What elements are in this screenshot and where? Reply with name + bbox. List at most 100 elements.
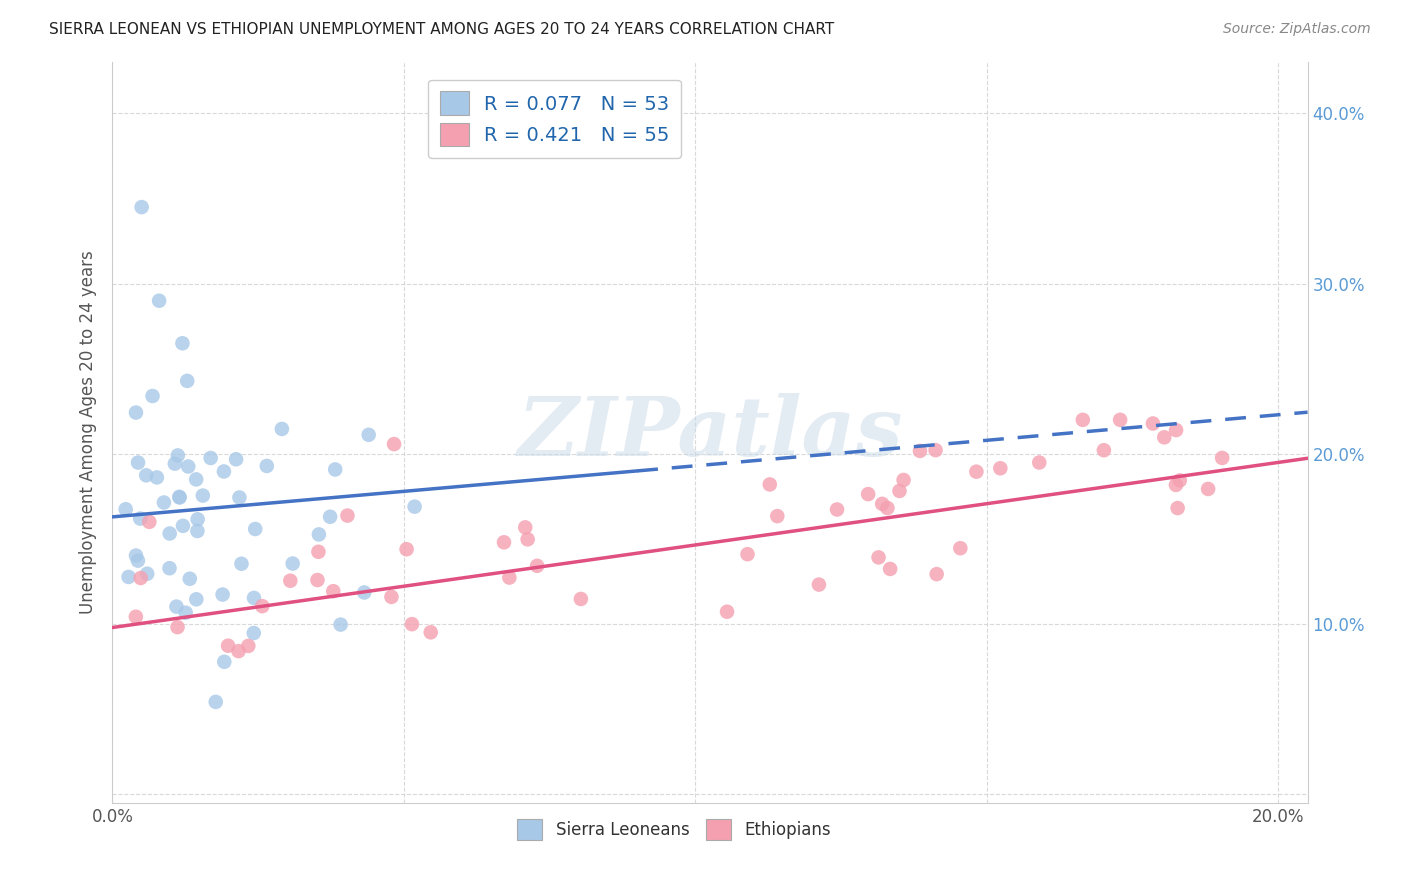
Point xyxy=(214,655,236,669)
Point xyxy=(166,449,188,463)
Point xyxy=(357,427,380,442)
Text: SIERRA LEONEAN VS ETHIOPIAN UNEMPLOYMENT AMONG AGES 20 TO 24 YEARS CORRELATION C: SIERRA LEONEAN VS ETHIOPIAN UNEMPLOYMENT… xyxy=(49,22,834,37)
Point xyxy=(281,557,304,571)
Point xyxy=(172,519,194,533)
Point xyxy=(569,591,592,606)
Point xyxy=(212,465,235,479)
Point xyxy=(1109,413,1132,427)
Point xyxy=(1168,474,1191,488)
Point xyxy=(146,470,169,484)
Point xyxy=(245,522,267,536)
Point xyxy=(1164,423,1187,437)
Point xyxy=(1142,417,1164,431)
Point xyxy=(1164,478,1187,492)
Point xyxy=(353,585,375,599)
Point xyxy=(307,573,329,587)
Point xyxy=(893,473,915,487)
Point xyxy=(278,574,301,588)
Point xyxy=(136,566,159,581)
Point xyxy=(135,468,157,483)
Point xyxy=(1153,430,1175,444)
Point xyxy=(204,695,226,709)
Point xyxy=(225,452,247,467)
Point xyxy=(159,561,181,575)
Point xyxy=(166,620,188,634)
Point xyxy=(177,459,200,474)
Point xyxy=(153,495,176,509)
Point xyxy=(329,617,352,632)
Point xyxy=(186,592,208,607)
Point xyxy=(856,487,879,501)
Point xyxy=(129,571,152,585)
Point xyxy=(322,584,344,599)
Point xyxy=(187,512,209,526)
Point xyxy=(498,570,520,584)
Point xyxy=(186,472,208,486)
Text: ZIPatlas: ZIPatlas xyxy=(517,392,903,473)
Point xyxy=(870,497,893,511)
Point xyxy=(238,639,260,653)
Point xyxy=(323,462,346,476)
Point xyxy=(217,639,239,653)
Point xyxy=(148,293,170,308)
Point xyxy=(114,502,136,516)
Point xyxy=(766,509,789,524)
Point xyxy=(159,526,181,541)
Point xyxy=(228,491,250,505)
Point xyxy=(166,599,188,614)
Point xyxy=(1071,413,1094,427)
Text: Source: ZipAtlas.com: Source: ZipAtlas.com xyxy=(1223,22,1371,37)
Point xyxy=(515,520,537,534)
Point xyxy=(395,542,418,557)
Point xyxy=(807,577,830,591)
Point xyxy=(1028,456,1050,470)
Point xyxy=(231,557,253,571)
Point xyxy=(737,547,759,561)
Point xyxy=(131,200,153,214)
Point xyxy=(1092,443,1115,458)
Point xyxy=(404,500,426,514)
Point xyxy=(925,567,948,582)
Point xyxy=(716,605,738,619)
Point xyxy=(401,617,423,632)
Point xyxy=(179,572,201,586)
Point xyxy=(1197,482,1219,496)
Point xyxy=(526,558,548,573)
Point xyxy=(308,527,330,541)
Point xyxy=(174,606,197,620)
Point xyxy=(186,524,208,538)
Point xyxy=(243,591,266,605)
Point xyxy=(117,570,139,584)
Point xyxy=(965,465,987,479)
Point xyxy=(252,599,274,614)
Point xyxy=(889,483,911,498)
Point xyxy=(492,535,515,549)
Y-axis label: Unemployment Among Ages 20 to 24 years: Unemployment Among Ages 20 to 24 years xyxy=(79,251,97,615)
Point xyxy=(169,491,191,505)
Point xyxy=(319,509,342,524)
Point xyxy=(336,508,359,523)
Point xyxy=(988,461,1011,475)
Point xyxy=(307,545,329,559)
Point xyxy=(127,456,149,470)
Point xyxy=(211,588,233,602)
Point xyxy=(129,511,152,525)
Point xyxy=(879,562,901,576)
Point xyxy=(163,457,186,471)
Point xyxy=(419,625,441,640)
Point xyxy=(868,550,890,565)
Point xyxy=(228,644,250,658)
Point xyxy=(380,590,402,604)
Point xyxy=(125,609,148,624)
Point xyxy=(200,450,222,465)
Point xyxy=(924,443,946,458)
Point xyxy=(1211,450,1233,465)
Point xyxy=(1167,501,1189,516)
Point xyxy=(949,541,972,556)
Point xyxy=(516,533,538,547)
Point xyxy=(191,489,214,503)
Point xyxy=(825,502,848,516)
Point xyxy=(169,490,191,504)
Point xyxy=(758,477,780,491)
Point xyxy=(876,501,898,516)
